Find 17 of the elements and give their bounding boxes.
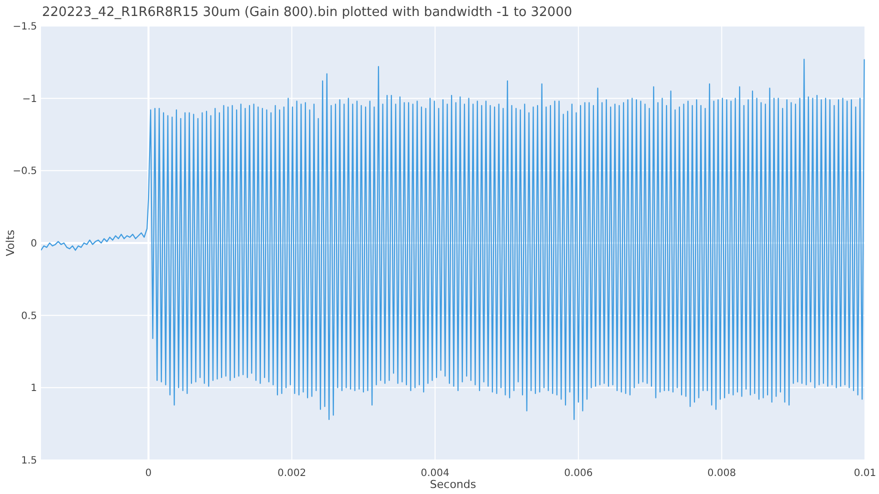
x-tick-label: 0.006 [564, 468, 593, 479]
y-tick-label: −1 [22, 94, 37, 105]
y-tick-label: −1.5 [12, 22, 37, 32]
y-tick-label: 1.5 [21, 456, 37, 466]
y-tick-label: 0 [30, 238, 37, 250]
y-axis-title: Volts [4, 229, 17, 256]
x-tick-label: 0.01 [854, 468, 876, 479]
y-tick-label: 1 [30, 383, 37, 394]
x-tick-label: 0.002 [277, 468, 306, 479]
y-tick-label: −0.5 [12, 166, 37, 178]
x-tick-label: 0 [145, 468, 152, 479]
x-tick-label: 0.008 [707, 468, 736, 479]
y-tick-label: 0.5 [21, 310, 37, 322]
line-series [41, 58, 865, 420]
x-tick-label: 0.004 [420, 468, 450, 479]
chart-title: 220223_42_R1R6R8R15 30um (Gain 800).bin plotted with bandwidth -1 to 32000 [42, 5, 572, 20]
x-axis-title: Seconds [430, 478, 476, 491]
